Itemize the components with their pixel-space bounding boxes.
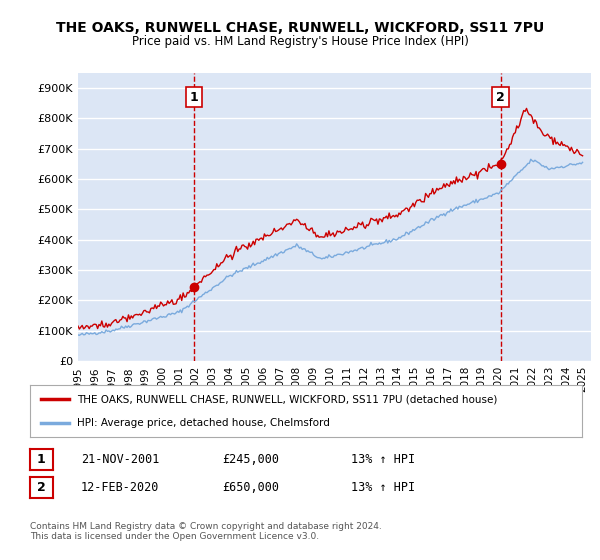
- Text: THE OAKS, RUNWELL CHASE, RUNWELL, WICKFORD, SS11 7PU (detached house): THE OAKS, RUNWELL CHASE, RUNWELL, WICKFO…: [77, 394, 497, 404]
- Text: 2: 2: [37, 481, 46, 494]
- Text: 12-FEB-2020: 12-FEB-2020: [81, 481, 160, 494]
- Text: Price paid vs. HM Land Registry's House Price Index (HPI): Price paid vs. HM Land Registry's House …: [131, 35, 469, 48]
- Text: HPI: Average price, detached house, Chelmsford: HPI: Average price, detached house, Chel…: [77, 418, 330, 428]
- Text: 2: 2: [496, 91, 505, 104]
- Text: 21-NOV-2001: 21-NOV-2001: [81, 453, 160, 466]
- Text: £245,000: £245,000: [222, 453, 279, 466]
- Text: 1: 1: [37, 453, 46, 466]
- Text: Contains HM Land Registry data © Crown copyright and database right 2024.
This d: Contains HM Land Registry data © Crown c…: [30, 522, 382, 542]
- Text: THE OAKS, RUNWELL CHASE, RUNWELL, WICKFORD, SS11 7PU: THE OAKS, RUNWELL CHASE, RUNWELL, WICKFO…: [56, 21, 544, 35]
- Text: 1: 1: [190, 91, 199, 104]
- Text: 13% ↑ HPI: 13% ↑ HPI: [351, 453, 415, 466]
- Text: 13% ↑ HPI: 13% ↑ HPI: [351, 481, 415, 494]
- Text: £650,000: £650,000: [222, 481, 279, 494]
